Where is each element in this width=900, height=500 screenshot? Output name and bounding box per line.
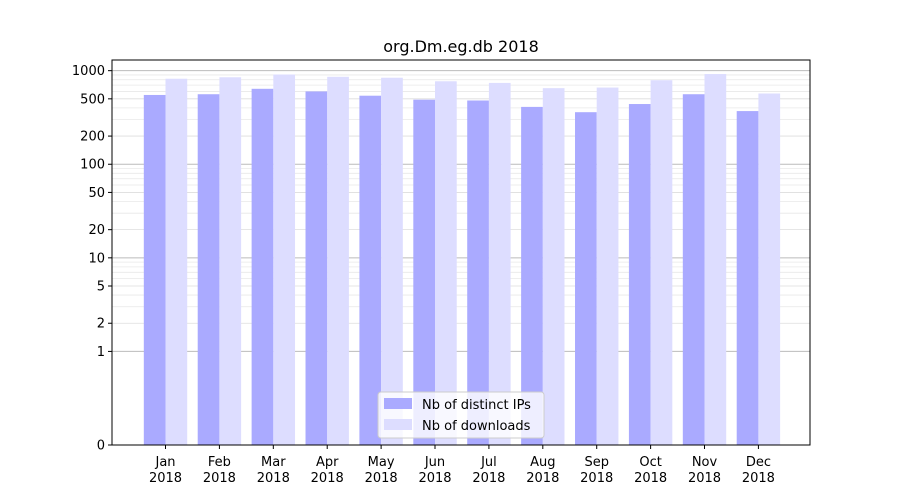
x-tick-label-year: 2018 — [365, 471, 398, 486]
y-tick-label: 2 — [97, 317, 105, 332]
x-tick-label-month: Apr — [316, 455, 339, 470]
chart-title: org.Dm.eg.db 2018 — [383, 37, 539, 56]
y-tick-label: 0 — [97, 439, 105, 454]
legend-box — [377, 391, 545, 439]
bar-distinct-ips — [736, 111, 759, 445]
y-tick-label: 1000 — [72, 64, 105, 79]
bar-downloads — [435, 81, 457, 446]
x-tick-label-month: Jan — [154, 455, 175, 470]
x-tick-label-month: Nov — [692, 455, 718, 470]
bar-downloads — [273, 74, 296, 446]
x-tick-label-year: 2018 — [526, 471, 559, 486]
bar-downloads — [650, 80, 673, 446]
x-tick-label-year: 2018 — [418, 471, 451, 486]
x-tick-label-month: Dec — [746, 455, 771, 470]
bar-distinct-ips — [251, 88, 274, 445]
x-axis: Jan2018Feb2018Mar2018Apr2018May2018Jun20… — [149, 445, 775, 486]
x-tick-label-year: 2018 — [634, 471, 667, 486]
y-axis: 0 1 2 5 10 20 50 100 200 500 1000 — [72, 64, 112, 454]
bar-distinct-ips — [305, 91, 328, 445]
x-tick-label-month: Jun — [424, 455, 445, 470]
bar-distinct-ips — [143, 94, 166, 445]
bar-distinct-ips — [359, 95, 382, 445]
y-tick-label: 1 — [97, 345, 105, 360]
bar-distinct-ips — [521, 106, 543, 445]
bar-downloads — [165, 78, 188, 446]
legend-label-ips: Nb of distinct IPs — [422, 398, 531, 413]
y-tick-label: 200 — [80, 130, 105, 145]
plot-frame — [111, 59, 811, 446]
bar-distinct-ips — [413, 99, 436, 445]
y-tick-label: 5 — [97, 280, 105, 295]
bar-distinct-ips — [467, 100, 489, 445]
bar-downloads — [758, 93, 781, 445]
bar-downloads — [219, 77, 242, 446]
x-tick-label-month: Aug — [530, 455, 555, 470]
x-tick-label-month: Mar — [261, 455, 286, 470]
y-tick-label: 500 — [80, 92, 105, 107]
x-tick-label-year: 2018 — [688, 471, 721, 486]
x-tick-label-year: 2018 — [472, 471, 505, 486]
bar-distinct-ips — [197, 94, 220, 445]
y-tick-label: 20 — [88, 223, 105, 238]
x-tick-label-year: 2018 — [257, 471, 290, 486]
y-tick-label: 100 — [80, 158, 105, 173]
bar-distinct-ips — [628, 104, 651, 445]
x-tick-label-year: 2018 — [580, 471, 613, 486]
y-tick-label: 10 — [88, 251, 105, 266]
x-tick-label-month: Jul — [480, 455, 497, 470]
x-tick-label-year: 2018 — [149, 471, 182, 486]
x-tick-label-month: Oct — [639, 455, 661, 470]
x-tick-label-year: 2018 — [311, 471, 344, 486]
bar-downloads — [596, 87, 619, 446]
bar-downloads — [704, 74, 727, 445]
bars — [143, 74, 781, 446]
legend: Nb of distinct IPs Nb of downloads — [377, 391, 545, 439]
bar-downloads — [381, 77, 403, 445]
legend-label-downloads: Nb of downloads — [422, 419, 531, 434]
y-tick-label: 50 — [88, 186, 105, 201]
x-tick-label-month: May — [368, 455, 395, 470]
bar-distinct-ips — [682, 94, 705, 445]
x-tick-label-year: 2018 — [742, 471, 775, 486]
x-tick-label-month: Sep — [584, 455, 609, 470]
legend-swatch-downloads — [384, 419, 412, 430]
x-tick-label-month: Feb — [208, 455, 231, 470]
bar-downloads — [327, 76, 349, 445]
bar-downloads — [488, 82, 511, 446]
bar-distinct-ips — [575, 112, 597, 445]
legend-swatch-ips — [384, 398, 412, 409]
x-tick-label-year: 2018 — [203, 471, 236, 486]
bar-downloads — [542, 88, 565, 446]
